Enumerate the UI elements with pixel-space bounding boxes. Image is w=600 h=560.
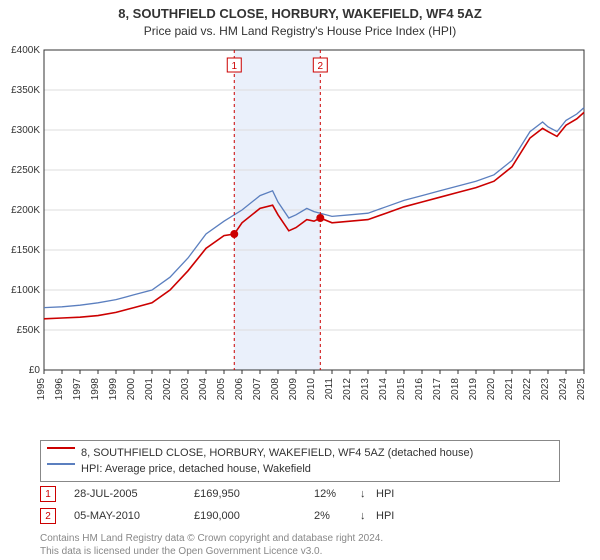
svg-text:£250K: £250K (11, 165, 40, 176)
legend-swatch-hpi (47, 463, 75, 475)
svg-text:£200K: £200K (11, 205, 40, 216)
svg-text:2008: 2008 (270, 378, 281, 401)
svg-text:2016: 2016 (414, 378, 425, 401)
sale-date: 28-JUL-2005 (74, 488, 194, 500)
legend-label: 8, SOUTHFIELD CLOSE, HORBURY, WAKEFIELD,… (81, 447, 473, 459)
svg-text:£150K: £150K (11, 245, 40, 256)
legend-swatch-property (47, 447, 75, 459)
legend: 8, SOUTHFIELD CLOSE, HORBURY, WAKEFIELD,… (40, 440, 560, 482)
svg-text:£100K: £100K (11, 285, 40, 296)
svg-text:2002: 2002 (162, 378, 173, 401)
svg-text:1: 1 (231, 61, 237, 72)
page-title: 8, SOUTHFIELD CLOSE, HORBURY, WAKEFIELD,… (0, 6, 600, 21)
svg-text:2003: 2003 (180, 378, 191, 401)
svg-text:£300K: £300K (11, 125, 40, 136)
footer-line: This data is licensed under the Open Gov… (40, 546, 560, 559)
svg-text:2017: 2017 (432, 378, 443, 401)
footer-line: Contains HM Land Registry data © Crown c… (40, 533, 560, 546)
svg-text:2021: 2021 (504, 378, 515, 401)
svg-text:2023: 2023 (540, 378, 551, 401)
svg-text:£350K: £350K (11, 85, 40, 96)
svg-text:1997: 1997 (72, 378, 83, 401)
svg-text:2024: 2024 (558, 378, 569, 401)
svg-text:2001: 2001 (144, 378, 155, 401)
svg-text:2004: 2004 (198, 378, 209, 401)
svg-text:£0: £0 (29, 365, 41, 376)
sale-pct: 2% (314, 510, 360, 522)
svg-text:2015: 2015 (396, 378, 407, 401)
arrow-down-icon: ↓ (360, 488, 376, 500)
sale-marker-1: 1 (40, 486, 56, 502)
sale-price: £190,000 (194, 510, 314, 522)
svg-text:2018: 2018 (450, 378, 461, 401)
svg-text:£50K: £50K (17, 325, 41, 336)
sale-marker-2: 2 (40, 508, 56, 524)
page-subtitle: Price paid vs. HM Land Registry's House … (0, 24, 600, 38)
svg-text:1995: 1995 (36, 378, 47, 401)
sale-pct: 12% (314, 488, 360, 500)
svg-text:1998: 1998 (90, 378, 101, 401)
footer-attribution: Contains HM Land Registry data © Crown c… (40, 533, 560, 558)
svg-text:1999: 1999 (108, 378, 119, 401)
svg-text:2007: 2007 (252, 378, 263, 401)
sale-date: 05-MAY-2010 (74, 510, 194, 522)
sale-record: 1 28-JUL-2005 £169,950 12% ↓ HPI (40, 484, 560, 504)
svg-text:£400K: £400K (11, 45, 40, 56)
svg-text:1996: 1996 (54, 378, 65, 401)
svg-text:2011: 2011 (324, 378, 335, 400)
sale-hpi-label: HPI (376, 510, 394, 522)
legend-item: 8, SOUTHFIELD CLOSE, HORBURY, WAKEFIELD,… (47, 445, 553, 461)
sale-hpi-label: HPI (376, 488, 394, 500)
sale-price: £169,950 (194, 488, 314, 500)
svg-text:2012: 2012 (342, 378, 353, 401)
legend-label: HPI: Average price, detached house, Wake… (81, 463, 311, 475)
arrow-down-icon: ↓ (360, 510, 376, 522)
svg-text:2020: 2020 (486, 378, 497, 401)
svg-text:2005: 2005 (216, 378, 227, 401)
svg-text:2010: 2010 (306, 378, 317, 401)
svg-text:2019: 2019 (468, 378, 479, 401)
svg-text:2013: 2013 (360, 378, 371, 401)
svg-text:2: 2 (318, 61, 324, 72)
price-chart: £0 £50K £100K £150K £200K £250K £300K £350K £400… (0, 44, 600, 434)
svg-text:2025: 2025 (576, 378, 587, 401)
svg-text:2006: 2006 (234, 378, 245, 401)
legend-item: HPI: Average price, detached house, Wake… (47, 461, 553, 477)
svg-text:2014: 2014 (378, 378, 389, 401)
sale-record: 2 05-MAY-2010 £190,000 2% ↓ HPI (40, 506, 560, 526)
svg-text:2009: 2009 (288, 378, 299, 401)
svg-text:2000: 2000 (126, 378, 137, 401)
svg-text:2022: 2022 (522, 378, 533, 401)
